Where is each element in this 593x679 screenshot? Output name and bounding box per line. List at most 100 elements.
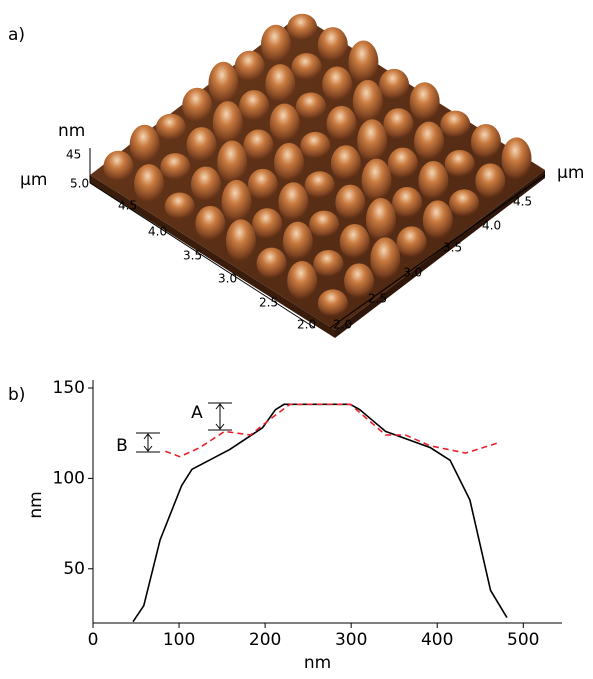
surface-bump (322, 66, 352, 102)
surface-bump (261, 25, 291, 65)
right-tick-label: 4.0 (482, 219, 501, 233)
surface-bump (182, 88, 212, 124)
annotation: B (116, 436, 128, 456)
surface-bump (471, 124, 501, 160)
surface-bump (410, 82, 440, 122)
surface-bump (423, 200, 453, 240)
right-tick-label: 3.0 (403, 266, 422, 280)
surface-bump (383, 108, 413, 140)
surface-bump (327, 106, 357, 142)
surface-bump (222, 180, 252, 224)
surface-bump (305, 171, 335, 199)
surface-bump (318, 289, 348, 317)
surface-bump (187, 127, 217, 163)
surface-bump (257, 248, 287, 280)
surface-bump (353, 80, 383, 124)
surface-bump (357, 119, 387, 163)
surface-bump (252, 208, 282, 240)
surface-bump (366, 198, 396, 242)
surface-bump (300, 132, 330, 160)
data-line (133, 404, 507, 621)
surface-bump (335, 185, 365, 221)
surface-bump (265, 64, 295, 104)
surface-bump (191, 166, 221, 202)
surface-bump (160, 153, 190, 181)
surface-bump (318, 27, 348, 63)
left-tick-label: 3.0 (218, 272, 237, 286)
x-tick-label: 200 (249, 630, 281, 650)
surface-bump (239, 90, 269, 122)
right-unit: µm (557, 163, 584, 183)
left-tick-label: 4.5 (118, 199, 137, 213)
panel-label: a) (8, 25, 25, 45)
x-tick-label: 400 (421, 630, 453, 650)
y-axis-label: nm (26, 491, 46, 518)
surface-bump (418, 161, 448, 201)
surface-bump (283, 222, 313, 262)
y-tick-label: 50 (63, 559, 85, 579)
surface-bump (362, 159, 392, 203)
y-tick-label: 150 (53, 378, 85, 398)
surface-bump (243, 129, 273, 161)
surface-bump (348, 40, 378, 84)
surface-bump (235, 51, 265, 83)
figure: a) nm 45 µm µm 0 100 200 300 400 500 50 100 150 b… (0, 0, 593, 679)
surface-bump (217, 140, 247, 184)
right-tick-label: 4.5 (513, 195, 532, 209)
annotation-arrows (136, 403, 232, 452)
surface-bump (287, 261, 317, 301)
x-tick-label: 100 (163, 630, 195, 650)
afm-surface (90, 14, 545, 338)
surface-bump (270, 103, 300, 143)
x-axis-label: nm (304, 653, 331, 673)
left-tick-label: 2.5 (259, 296, 278, 310)
surface-bump (287, 14, 317, 42)
surface-bump (226, 219, 256, 263)
z-unit: nm (58, 121, 85, 141)
surface-bump (313, 250, 343, 278)
surface-bump (449, 189, 479, 217)
surface-bump (292, 53, 322, 81)
surface-bump (130, 125, 160, 165)
left-tick-label: 2.0 (297, 318, 316, 332)
surface-bump (414, 122, 444, 162)
surface-bump (296, 92, 326, 120)
left-tick-label: 5.0 (70, 177, 89, 191)
surface-bump (208, 62, 238, 106)
surface-bump (331, 145, 361, 181)
surface-bump (388, 148, 418, 180)
annotation: A (191, 403, 203, 423)
surface-bump (165, 192, 195, 220)
surface-bump (195, 206, 225, 242)
x-tick-label: 0 (88, 630, 99, 650)
surface-bump (213, 101, 243, 145)
line-chart: 0 100 200 300 400 500 50 100 150 b) nm nm A B (8, 378, 562, 673)
surface-bump (103, 151, 133, 183)
surface-bump (156, 114, 186, 142)
surface-bump (475, 163, 505, 199)
y-tick-label: 100 (53, 468, 85, 488)
surface-bump (440, 111, 470, 139)
surface-bump (278, 182, 308, 222)
page: {"panel_a": {"label": "a)", "z_unit": "n… (0, 0, 593, 679)
surface-bump (274, 143, 304, 183)
right-tick-label: 2.0 (333, 318, 352, 332)
right-tick-label: 3.5 (443, 241, 462, 255)
x-tick-label: 300 (335, 630, 367, 650)
x-tick-label: 500 (507, 630, 539, 650)
surface-bump (445, 150, 475, 178)
left-tick-label: 4.0 (148, 225, 167, 239)
surface-bump (340, 224, 370, 260)
surface-bump (397, 226, 427, 258)
right-tick-label: 2.5 (368, 292, 387, 306)
surface-bump (248, 169, 278, 201)
surface-bump (379, 69, 409, 101)
left-tick-label: 3.5 (183, 249, 202, 263)
z-max: 45 (66, 148, 81, 162)
surface-bump (392, 187, 422, 219)
surface-bump (134, 164, 164, 204)
left-unit: µm (20, 170, 47, 190)
surface-bump (309, 211, 339, 239)
surface-bump (370, 237, 400, 281)
panel-label: b) (8, 385, 25, 405)
